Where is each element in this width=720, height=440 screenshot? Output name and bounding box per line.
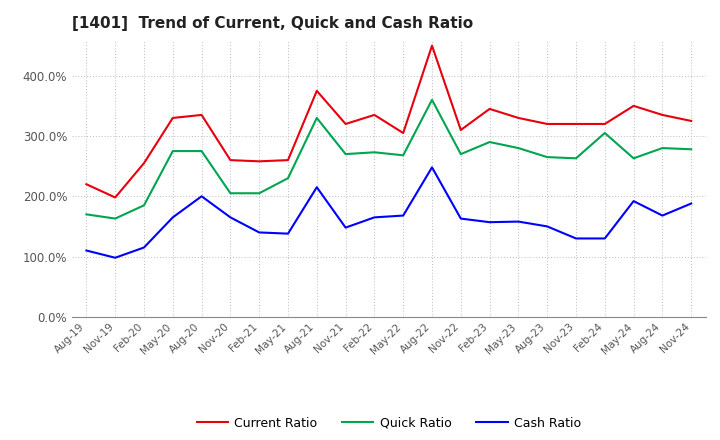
Current Ratio (226, 158, 235, 163)
Quick Ratio (226, 191, 235, 196)
Current Ratio (111, 195, 120, 200)
Quick Ratio (572, 156, 580, 161)
Line: Current Ratio: Current Ratio (86, 46, 691, 198)
Cash Ratio (370, 215, 379, 220)
Line: Cash Ratio: Cash Ratio (86, 167, 691, 258)
Current Ratio (514, 115, 523, 121)
Quick Ratio (312, 115, 321, 121)
Cash Ratio (82, 248, 91, 253)
Quick Ratio (111, 216, 120, 221)
Current Ratio (485, 106, 494, 111)
Cash Ratio (658, 213, 667, 218)
Current Ratio (456, 127, 465, 132)
Quick Ratio (658, 146, 667, 151)
Cash Ratio (600, 236, 609, 241)
Cash Ratio (629, 198, 638, 204)
Quick Ratio (629, 156, 638, 161)
Current Ratio (687, 118, 696, 124)
Cash Ratio (456, 216, 465, 221)
Current Ratio (370, 112, 379, 117)
Current Ratio (572, 121, 580, 127)
Quick Ratio (168, 148, 177, 154)
Current Ratio (197, 112, 206, 117)
Quick Ratio (197, 148, 206, 154)
Cash Ratio (399, 213, 408, 218)
Current Ratio (658, 112, 667, 117)
Quick Ratio (514, 146, 523, 151)
Cash Ratio (140, 245, 148, 250)
Quick Ratio (140, 203, 148, 208)
Cash Ratio (226, 215, 235, 220)
Quick Ratio (485, 139, 494, 145)
Cash Ratio (197, 194, 206, 199)
Cash Ratio (687, 201, 696, 206)
Quick Ratio (82, 212, 91, 217)
Current Ratio (82, 182, 91, 187)
Current Ratio (168, 115, 177, 121)
Text: [1401]  Trend of Current, Quick and Cash Ratio: [1401] Trend of Current, Quick and Cash … (72, 16, 473, 32)
Cash Ratio (514, 219, 523, 224)
Cash Ratio (543, 224, 552, 229)
Line: Quick Ratio: Quick Ratio (86, 100, 691, 219)
Current Ratio (543, 121, 552, 127)
Legend: Current Ratio, Quick Ratio, Cash Ratio: Current Ratio, Quick Ratio, Cash Ratio (192, 412, 586, 435)
Cash Ratio (255, 230, 264, 235)
Cash Ratio (312, 185, 321, 190)
Cash Ratio (284, 231, 292, 236)
Quick Ratio (428, 97, 436, 103)
Current Ratio (399, 130, 408, 136)
Quick Ratio (399, 153, 408, 158)
Quick Ratio (370, 150, 379, 155)
Cash Ratio (428, 165, 436, 170)
Cash Ratio (168, 215, 177, 220)
Cash Ratio (485, 220, 494, 225)
Current Ratio (140, 161, 148, 166)
Quick Ratio (456, 151, 465, 157)
Quick Ratio (255, 191, 264, 196)
Current Ratio (341, 121, 350, 127)
Cash Ratio (111, 255, 120, 260)
Current Ratio (629, 103, 638, 109)
Current Ratio (600, 121, 609, 127)
Current Ratio (312, 88, 321, 93)
Quick Ratio (687, 147, 696, 152)
Quick Ratio (543, 154, 552, 160)
Current Ratio (284, 158, 292, 163)
Cash Ratio (341, 225, 350, 230)
Current Ratio (428, 43, 436, 48)
Cash Ratio (572, 236, 580, 241)
Current Ratio (255, 159, 264, 164)
Quick Ratio (600, 130, 609, 136)
Quick Ratio (284, 176, 292, 181)
Quick Ratio (341, 151, 350, 157)
